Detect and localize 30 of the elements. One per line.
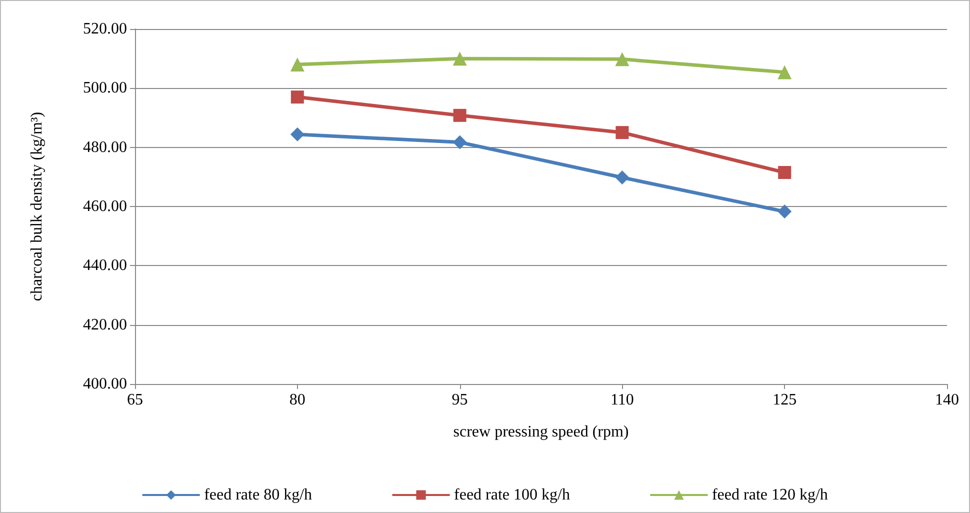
x-tick-label: 125	[772, 392, 797, 408]
x-tick-label: 140	[935, 392, 959, 408]
x-tick-label: 80	[289, 392, 306, 408]
point	[778, 166, 792, 179]
legend-label: feed rate 100 kg/h	[454, 486, 570, 504]
x-axis-title: screw pressing speed (rpm)	[453, 424, 629, 440]
y-tick-label: 440.00	[83, 257, 127, 274]
y-tick-label: 500.00	[83, 80, 127, 97]
y-tick-label: 420.00	[83, 316, 127, 334]
y-tick-label: 400.00	[83, 376, 127, 392]
point	[452, 135, 467, 150]
x-tick-label: 110	[610, 392, 634, 408]
point	[615, 170, 630, 185]
point	[615, 52, 630, 66]
legend-label: feed rate 80 kg/h	[204, 486, 312, 504]
y-tick-label: 460.00	[83, 198, 127, 215]
point	[778, 204, 792, 219]
point	[290, 90, 304, 104]
point	[778, 65, 792, 80]
point	[452, 52, 467, 66]
point	[616, 126, 629, 140]
point	[453, 108, 466, 122]
legend-label: feed rate 120 kg/h	[712, 486, 828, 504]
point	[290, 58, 304, 72]
x-tick-label: 95	[452, 392, 468, 408]
y-tick-label: 480.00	[83, 138, 127, 156]
point	[290, 127, 304, 142]
y-tick-label: 520.00	[83, 20, 127, 38]
x-tick-label: 65	[127, 392, 143, 408]
y-axis-title: charcoal bulk density (kg/m³)	[28, 112, 46, 302]
